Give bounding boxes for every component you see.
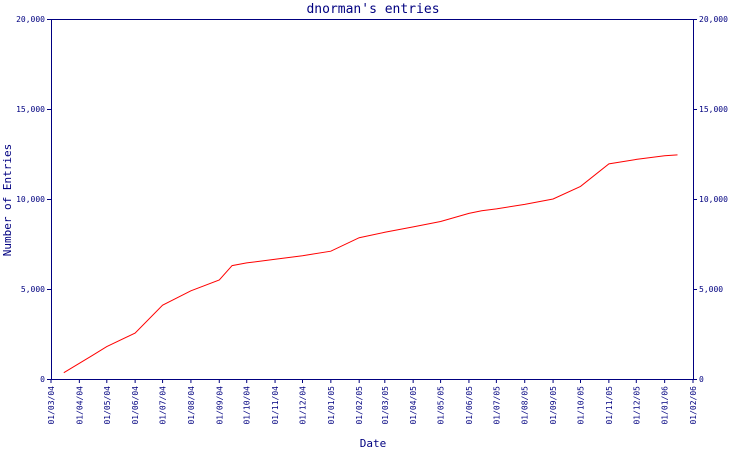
x-tick-label: 01/11/05 [605,386,614,425]
chart-title: dnorman's entries [306,2,439,17]
x-tick-label: 01/01/05 [327,386,336,425]
y-tick-label-left: 10,000 [16,195,45,204]
x-tick-label: 01/02/06 [689,386,698,425]
x-tick-label: 01/04/04 [75,386,84,425]
x-tick-label: 01/01/06 [661,386,670,425]
x-axis-label: Date [360,437,387,450]
x-tick-label: 01/03/04 [47,386,56,425]
entries-series-line [63,154,678,374]
plot-frame [51,19,694,380]
x-tick-label: 01/03/05 [381,386,390,425]
x-tick-label: 01/08/04 [187,386,196,425]
x-tick-label: 01/02/05 [355,386,364,425]
y-tick-label-right: 15,000 [699,105,728,114]
x-tick-label: 01/05/05 [437,386,446,425]
x-tick-label: 01/06/05 [465,386,474,425]
y-axis-ticks: 0 0 5,000 5,000 10,000 10,000 15,000 15,000 20,0… [16,15,728,384]
x-tick-label: 01/07/04 [159,386,168,425]
x-tick-label: 01/04/05 [409,386,418,425]
x-tick-label: 01/12/05 [632,386,641,425]
y-tick-label-left: 15,000 [16,105,45,114]
x-tick-label: 01/10/04 [243,386,252,425]
x-tick-label: 01/07/05 [492,386,501,425]
x-tick-label: 01/09/05 [549,386,558,425]
x-tick-label: 01/11/04 [271,386,280,425]
x-axis-ticks: 01/03/04 01/04/04 01/05/04 01/06/04 01/07/04… [47,379,698,425]
x-tick-label: 01/08/05 [521,386,530,425]
x-tick-label: 01/05/04 [103,386,112,425]
y-tick-label-left: 0 [40,375,45,384]
y-tick-label-left: 20,000 [16,15,45,24]
y-tick-label-right: 20,000 [699,15,728,24]
x-tick-label: 01/12/04 [298,386,307,425]
x-tick-label: 01/06/04 [131,386,140,425]
y-tick-label-left: 5,000 [21,285,45,294]
y-tick-label-right: 10,000 [699,195,728,204]
x-tick-label: 01/10/05 [577,386,586,425]
y-tick-label-right: 5,000 [699,285,723,294]
y-axis-label: Number of Entries [1,144,14,257]
y-tick-label-right: 0 [699,375,704,384]
x-tick-label: 01/09/04 [215,386,224,425]
